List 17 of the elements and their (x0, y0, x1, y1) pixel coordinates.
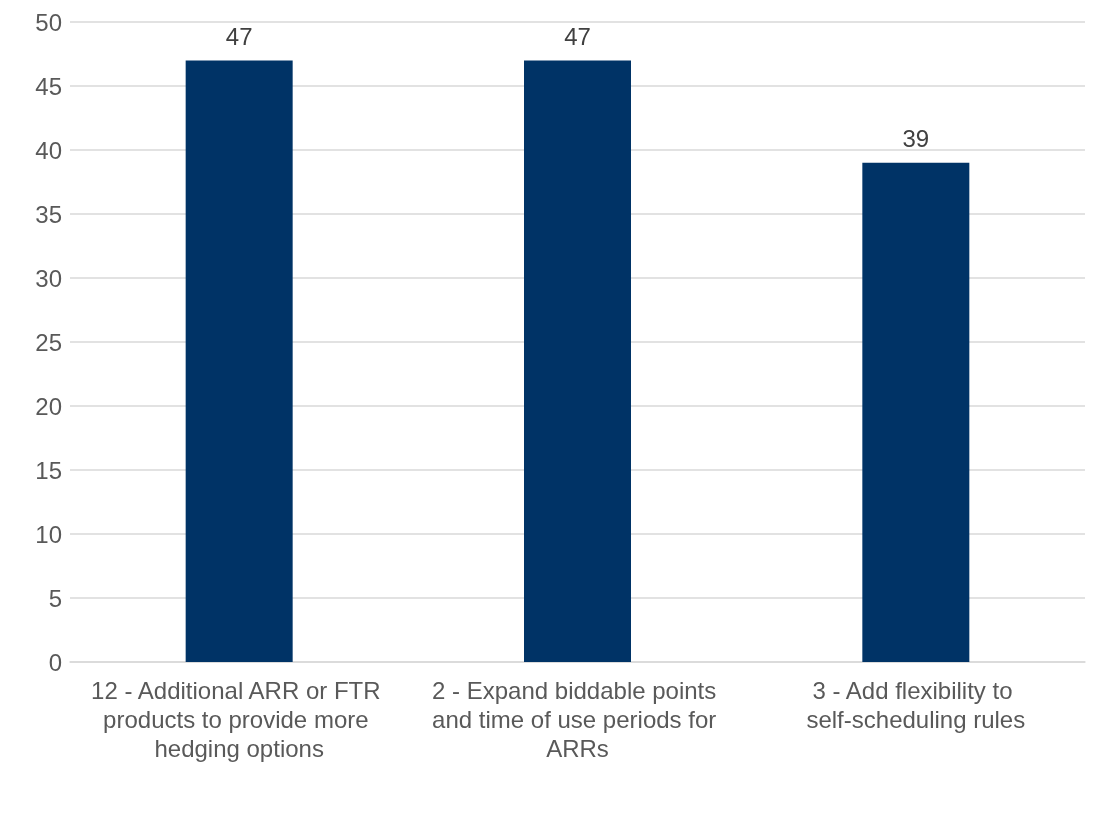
y-tick-label: 0 (48, 648, 62, 676)
y-tick-label: 10 (35, 520, 62, 548)
data-label: 39 (902, 125, 930, 153)
data-label: 47 (225, 22, 253, 50)
y-tick-label: 50 (35, 8, 62, 36)
y-tick-label: 45 (35, 72, 62, 100)
y-tick-label: 20 (35, 392, 62, 420)
x-tick-label: 2 - Expand biddable points and time of use periods for ARRs (432, 677, 723, 762)
y-tick-label: 35 (35, 200, 62, 228)
x-tick-label: 3 - Add flexibility to self-scheduling rules (806, 677, 1026, 733)
y-tick-label: 40 (35, 136, 62, 164)
x-tick-label: 12 - Additional ARR or FTR products to provide more hedging options (91, 677, 388, 762)
y-tick-label: 5 (48, 584, 62, 612)
y-tick-label: 15 (35, 456, 62, 484)
y-tick-label: 25 (35, 328, 62, 356)
data-label: 47 (564, 22, 591, 50)
y-tick-label: 30 (35, 264, 62, 292)
